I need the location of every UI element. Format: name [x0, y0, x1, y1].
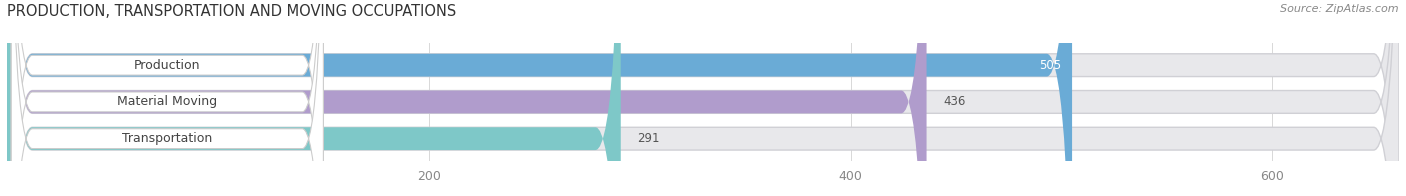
Text: PRODUCTION, TRANSPORTATION AND MOVING OCCUPATIONS: PRODUCTION, TRANSPORTATION AND MOVING OC… — [7, 4, 457, 19]
Text: Transportation: Transportation — [122, 132, 212, 145]
FancyBboxPatch shape — [7, 0, 621, 196]
FancyBboxPatch shape — [11, 0, 323, 196]
FancyBboxPatch shape — [7, 0, 1399, 196]
Text: 291: 291 — [638, 132, 661, 145]
FancyBboxPatch shape — [7, 0, 1073, 196]
FancyBboxPatch shape — [7, 0, 1399, 196]
Text: Material Moving: Material Moving — [117, 95, 218, 108]
FancyBboxPatch shape — [7, 0, 927, 196]
FancyBboxPatch shape — [11, 0, 323, 196]
FancyBboxPatch shape — [11, 0, 323, 196]
Text: Source: ZipAtlas.com: Source: ZipAtlas.com — [1281, 4, 1399, 14]
Text: Production: Production — [134, 59, 201, 72]
Text: 505: 505 — [1039, 59, 1062, 72]
FancyBboxPatch shape — [7, 0, 1399, 196]
Text: 436: 436 — [943, 95, 966, 108]
